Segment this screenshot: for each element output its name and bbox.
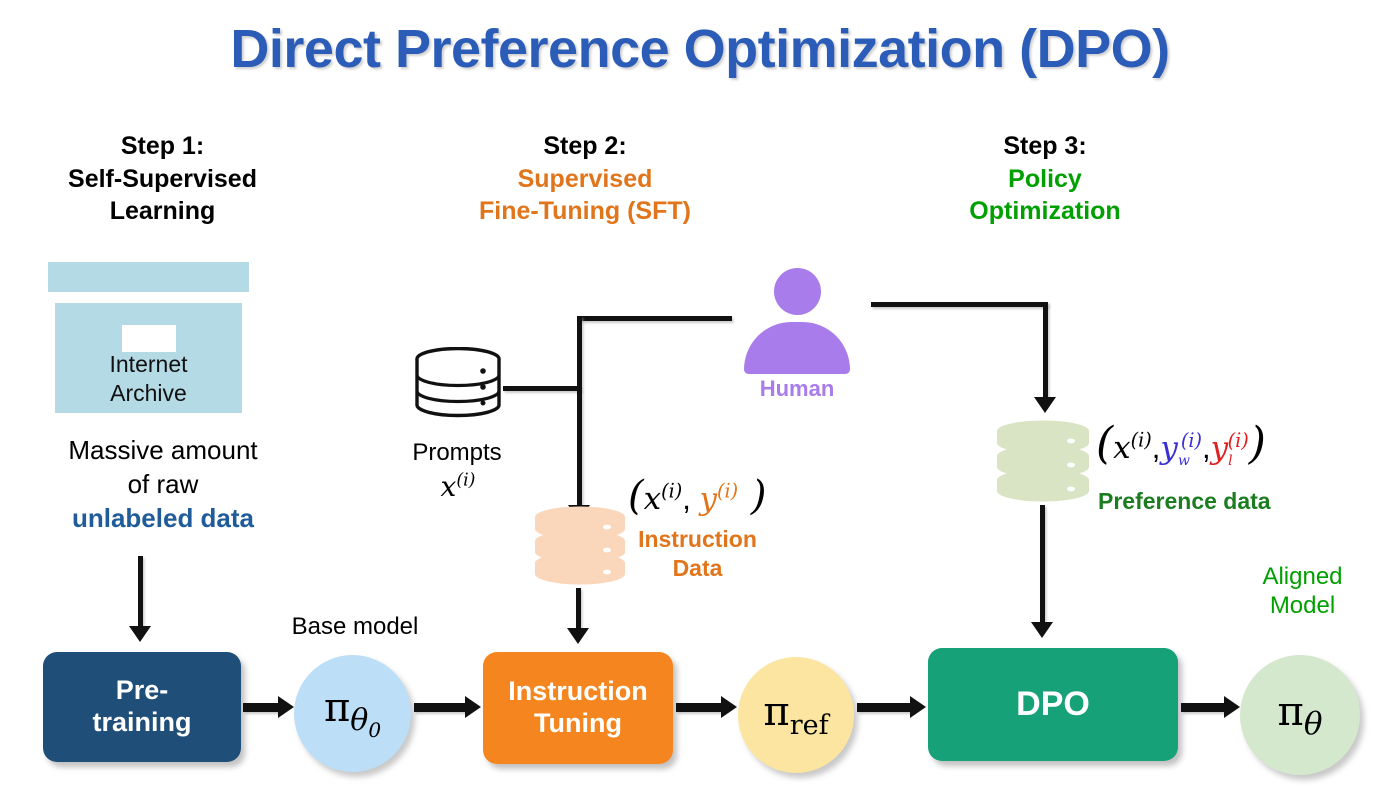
dpo-box[interactable]: DPO (928, 648, 1178, 761)
prompts-formula: x(i) (440, 470, 476, 503)
human-icon (744, 268, 850, 374)
caption-highlight: unlabeled data (71, 502, 255, 533)
arrowhead-pretraining-to-base-model (278, 696, 294, 718)
internet-archive-label: Internet Archive (55, 350, 242, 409)
internet-archive-box (55, 303, 242, 413)
instruction-tuning-label-line2: Tuning (534, 708, 622, 738)
prompts-label: Prompts (412, 439, 502, 466)
step-2-number: Step 2: (543, 132, 627, 160)
arrowhead-ref-model-to-dpo (910, 696, 926, 718)
human-body-icon (744, 322, 850, 374)
pretraining-box[interactable]: Pre- training (43, 652, 241, 762)
connector-ref-model-to-dpo (857, 703, 913, 712)
caption-line1: Massive amount (68, 435, 258, 465)
internet-archive-label-line1: Internet (109, 351, 188, 377)
aligned-model-label-line1: Aligned (1262, 563, 1343, 590)
connector-human-to-right-elbow (871, 302, 1048, 307)
arrowhead-elbow-to-preference-data (1034, 397, 1056, 413)
instruction-tuning-box[interactable]: Instruction Tuning (483, 652, 673, 764)
connector-dpo-to-aligned-model (1181, 703, 1227, 712)
step-3-name-line2: Optimization (969, 197, 1121, 225)
arrowhead-instruction-tuning-to-ref-model (721, 696, 737, 718)
step-1-header: Step 1: Self-Supervised Learning (20, 130, 305, 228)
ref-model-symbol: πref (763, 689, 829, 741)
ref-model-circle[interactable]: πref (738, 657, 854, 773)
unlabeled-data-caption: Massive amount of raw unlabeled data (18, 434, 308, 535)
internet-archive-logo-icon (122, 325, 176, 352)
step-1-number: Step 1: (120, 132, 205, 160)
connector-elbow-to-preference-data (1043, 302, 1048, 402)
instruction-data-database-icon (533, 505, 627, 588)
arrowhead-archive-to-pretraining (129, 626, 151, 642)
dpo-label: DPO (1016, 685, 1090, 724)
arrowhead-dpo-to-aligned-model (1224, 696, 1240, 718)
arrowhead-instruction-data-to-tuning (567, 628, 589, 644)
preference-data-formula: (x(i),yw(i),yl(i)) (1096, 418, 1266, 470)
connector-human-to-left-elbow (577, 316, 732, 321)
step-2-name-line2: Fine-Tuning (SFT) (479, 197, 691, 225)
instruction-tuning-label-line1: Instruction (508, 676, 648, 707)
base-model-label: Base model (291, 613, 419, 640)
aligned-model-label-line2: Model (1269, 592, 1336, 620)
base-model-circle[interactable]: πθ0 (294, 655, 411, 772)
instruction-data-label: Instruction Data (620, 525, 775, 583)
arrowhead-base-model-to-instruction-tuning (465, 696, 481, 718)
connector-archive-to-pretraining (138, 556, 143, 628)
step-2-header: Step 2: Supervised Fine-Tuning (SFT) (430, 130, 740, 228)
page-title: Direct Preference Optimization (DPO) (230, 19, 1170, 79)
step-3-name-line1: Policy (1008, 164, 1082, 193)
formula-close-paren: ) (738, 473, 767, 519)
instruction-data-label-line1: Instruction (638, 526, 757, 552)
internet-archive-label-line2: Archive (110, 380, 187, 407)
formula-close-paren: ) (1248, 418, 1266, 469)
step-3-number: Step 3: (1003, 132, 1087, 160)
step-3-header: Step 3: Policy Optimization (925, 130, 1165, 228)
pretraining-label-line2: training (92, 707, 192, 737)
step-1-name-line2: Learning (109, 197, 216, 225)
caption-line2: of raw (127, 468, 199, 499)
connector-trunk-to-instruction-data (577, 316, 582, 516)
prompts-database-icon (414, 346, 502, 429)
base-model-symbol: πθ0 (323, 685, 382, 742)
preference-data-label: Preference data (1098, 488, 1271, 514)
preference-data-database-icon (995, 419, 1091, 505)
human-head-icon (774, 268, 821, 315)
connector-base-model-to-instruction-tuning (414, 703, 468, 712)
aligned-model-circle[interactable]: πθ (1240, 655, 1360, 775)
connector-instruction-data-to-tuning (576, 588, 581, 630)
internet-archive-top-bar (48, 262, 249, 292)
instruction-data-formula: (x(i), y(i) ) (628, 473, 767, 519)
aligned-model-label: Aligned Model (1230, 562, 1375, 621)
connector-instruction-tuning-to-ref-model (676, 703, 724, 712)
formula-open-paren: ( (628, 473, 644, 519)
step-2-name-line1: Supervised (517, 164, 653, 193)
arrowhead-preference-data-to-dpo (1031, 622, 1053, 638)
step-1-name-line1: Self-Supervised (68, 164, 257, 193)
instruction-data-label-line2: Data (672, 554, 723, 581)
pretraining-label-line1: Pre- (115, 675, 169, 706)
human-label: Human (759, 376, 835, 401)
connector-preference-data-to-dpo (1040, 505, 1045, 625)
aligned-model-symbol: πθ (1277, 688, 1323, 742)
connector-prompts-to-trunk (503, 386, 581, 391)
formula-open-paren: ( (1096, 418, 1114, 469)
connector-pretraining-to-base-model (243, 703, 281, 712)
